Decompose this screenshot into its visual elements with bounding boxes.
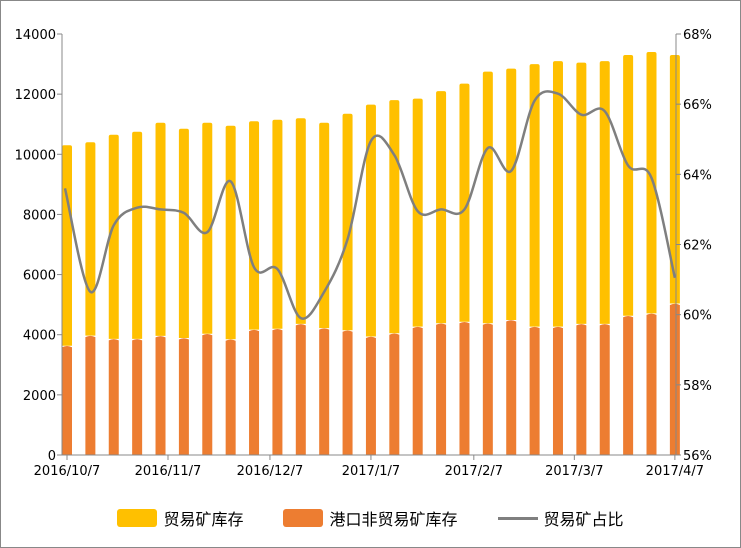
y-left-tick-label: 4000 [23, 329, 56, 344]
x-tick-label: 2017/2/7 [445, 464, 503, 479]
bar-non-trade-ore [62, 345, 72, 455]
y-right-tick-label: 64% [683, 168, 712, 183]
bar-non-trade-ore [225, 339, 236, 455]
bar-non-trade-ore [295, 324, 306, 455]
y-left-tick-label: 6000 [23, 269, 56, 284]
bar-non-trade-ore [506, 320, 517, 455]
bar-trade-ore [132, 131, 143, 339]
legend-label: 港口非贸易矿库存 [329, 510, 458, 529]
bar-trade-ore [389, 100, 400, 334]
legend-swatch [283, 509, 324, 527]
y-left-tick-label: 2000 [23, 389, 56, 404]
bar-non-trade-ore [342, 330, 353, 455]
bar-non-trade-ore [319, 328, 330, 455]
bar-trade-ore [272, 119, 283, 329]
bar-non-trade-ore [529, 326, 540, 455]
bar-trade-ore [599, 61, 610, 324]
bar-trade-ore [646, 52, 657, 314]
legend-item-trade-ore: 贸易矿库存 [117, 506, 243, 530]
bar-trade-ore [108, 134, 119, 339]
bar-non-trade-ore [132, 339, 143, 455]
bar-non-trade-ore [365, 336, 376, 455]
x-tick-label: 2016/10/7 [34, 464, 101, 479]
bar-trade-ore [576, 62, 587, 324]
y-right-tick-label: 66% [683, 98, 712, 113]
legend-swatch [117, 509, 158, 527]
x-tick-label: 2017/3/7 [545, 464, 603, 479]
bar-trade-ore [669, 55, 680, 304]
legend-item-non-trade-ore: 港口非贸易矿库存 [283, 506, 458, 530]
x-tick-label: 2017/4/7 [646, 464, 704, 479]
x-tick-label: 2017/1/7 [342, 464, 400, 479]
y-right-tick-label: 56% [683, 449, 712, 464]
bar-non-trade-ore [599, 324, 610, 455]
bar-trade-ore [436, 91, 447, 324]
bar-non-trade-ore [389, 333, 400, 455]
bar-trade-ore [342, 113, 353, 331]
bar-non-trade-ore [85, 335, 96, 455]
bar-trade-ore [225, 125, 236, 340]
bar-trade-ore [623, 55, 634, 316]
bar-non-trade-ore [623, 316, 634, 455]
bar-trade-ore [365, 104, 376, 337]
bar-non-trade-ore [155, 336, 166, 455]
y-right-tick-label: 62% [683, 239, 712, 254]
legend-line [497, 516, 538, 520]
bar-trade-ore [202, 122, 213, 334]
bar-non-trade-ore [482, 323, 493, 455]
bar-non-trade-ore [459, 322, 470, 455]
legend-label: 贸易矿库存 [163, 510, 244, 529]
bar-trade-ore [249, 121, 260, 330]
bar-trade-ore [85, 142, 96, 336]
y-right-tick-label: 68% [683, 28, 712, 43]
bar-non-trade-ore [412, 326, 423, 455]
bar-trade-ore [155, 122, 166, 336]
bar-trade-ore [62, 145, 72, 346]
x-tick-label: 2016/12/7 [237, 464, 304, 479]
bar-non-trade-ore [249, 329, 260, 455]
legend-label: 贸易矿占比 [543, 510, 624, 529]
bar-trade-ore [506, 68, 517, 320]
bar-non-trade-ore [178, 338, 189, 455]
bar-trade-ore [295, 118, 306, 324]
y-right-tick-label: 58% [683, 379, 712, 394]
y-right-tick-label: 60% [683, 309, 712, 324]
y-left-tick-label: 10000 [15, 148, 56, 163]
y-left-tick-label: 0 [48, 449, 56, 464]
legend-item-ratio: 贸易矿占比 [497, 506, 624, 530]
bar-non-trade-ore [272, 328, 283, 455]
bar-non-trade-ore [436, 323, 447, 455]
bar-non-trade-ore [552, 326, 563, 455]
bar-non-trade-ore [669, 303, 680, 455]
bar-non-trade-ore [202, 334, 213, 455]
x-tick-label: 2016/11/7 [135, 464, 202, 479]
bar-trade-ore [552, 61, 563, 327]
bar-non-trade-ore [576, 324, 587, 455]
bar-trade-ore [319, 122, 330, 329]
bar-trade-ore [482, 71, 493, 324]
bar-non-trade-ore [108, 339, 119, 455]
y-left-tick-label: 14000 [15, 28, 56, 43]
bar-trade-ore [178, 128, 189, 339]
bar-trade-ore [529, 64, 540, 327]
bar-non-trade-ore [646, 313, 657, 455]
y-left-tick-label: 8000 [23, 208, 56, 223]
y-left-tick-label: 12000 [15, 88, 56, 103]
bar-trade-ore [459, 83, 470, 322]
legend: 贸易矿库存 港口非贸易矿库存 贸易矿占比 [0, 506, 741, 530]
